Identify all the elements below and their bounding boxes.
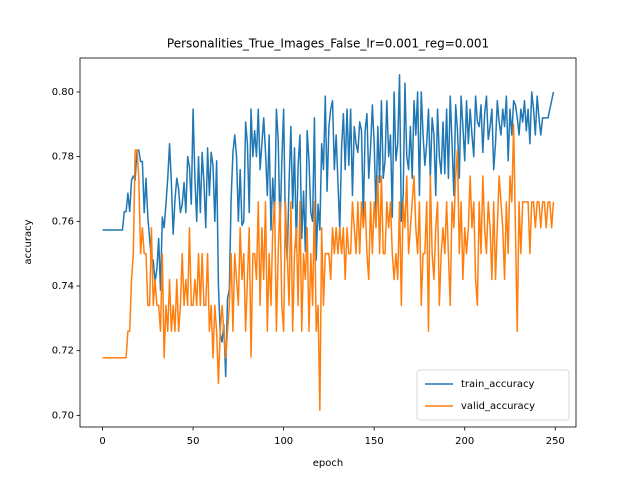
y-tick-label: 0.74 [52, 281, 74, 292]
legend-box [416, 369, 570, 421]
x-tick-label: 0 [99, 436, 105, 447]
y-axis-label: accuracy [23, 219, 34, 264]
x-tick-label: 250 [546, 436, 565, 447]
y-tick-label: 0.72 [52, 346, 74, 357]
x-tick-label: 100 [274, 436, 293, 447]
chart-title: Personalities_True_Images_False_lr=0.001… [167, 37, 489, 51]
x-tick-label: 150 [365, 436, 384, 447]
y-tick-label: 0.70 [52, 410, 74, 421]
x-tick-label: 50 [187, 436, 200, 447]
plot-frame [79, 57, 577, 428]
y-tick-label: 0.80 [52, 87, 74, 98]
x-tick-label: 200 [455, 436, 474, 447]
x-axis-label: epoch [313, 458, 343, 469]
series-line [102, 74, 555, 378]
y-tick-label: 0.78 [52, 152, 74, 163]
legend-label: train_accuracy [461, 379, 534, 390]
legend-label: valid_accuracy [461, 401, 535, 412]
series-line [102, 123, 555, 411]
y-tick-label: 0.76 [52, 216, 74, 227]
